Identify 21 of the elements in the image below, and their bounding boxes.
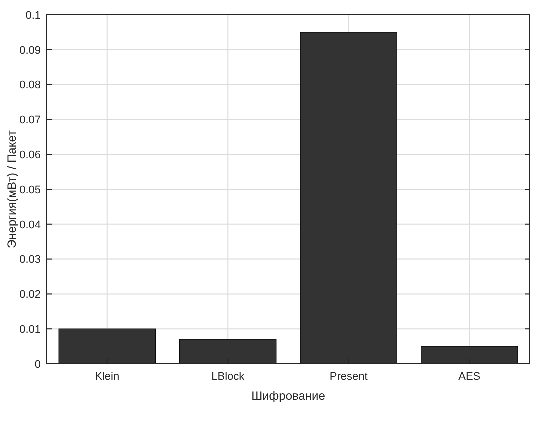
y-tick-label: 0 xyxy=(34,358,41,371)
x-tick-label: Klein xyxy=(95,371,120,383)
x-tick-label: AES xyxy=(458,371,481,383)
bar xyxy=(180,339,277,364)
y-tick-label: 0.08 xyxy=(20,80,41,92)
y-tick-label: 0.07 xyxy=(20,114,41,127)
y-tick-label: 0.02 xyxy=(20,289,41,302)
x-axis-title: Шифрование xyxy=(252,389,326,403)
y-axis-title: Энергия(мВт) / Пакет xyxy=(5,130,19,248)
y-tick-label: 0.06 xyxy=(20,149,41,162)
bar xyxy=(300,32,398,364)
bar xyxy=(58,328,156,364)
y-tick-label: 0.09 xyxy=(20,44,41,57)
y-tick-label: 0.1 xyxy=(26,10,41,22)
y-tick-label: 0.03 xyxy=(20,254,41,266)
x-tick-label: Present xyxy=(330,371,368,383)
y-tick-label: 0.01 xyxy=(20,324,41,336)
x-tick-label: LBlock xyxy=(212,371,246,383)
y-tick-label: 0.04 xyxy=(20,219,41,232)
bar xyxy=(421,346,518,364)
y-tick-label: 0.05 xyxy=(20,184,41,196)
